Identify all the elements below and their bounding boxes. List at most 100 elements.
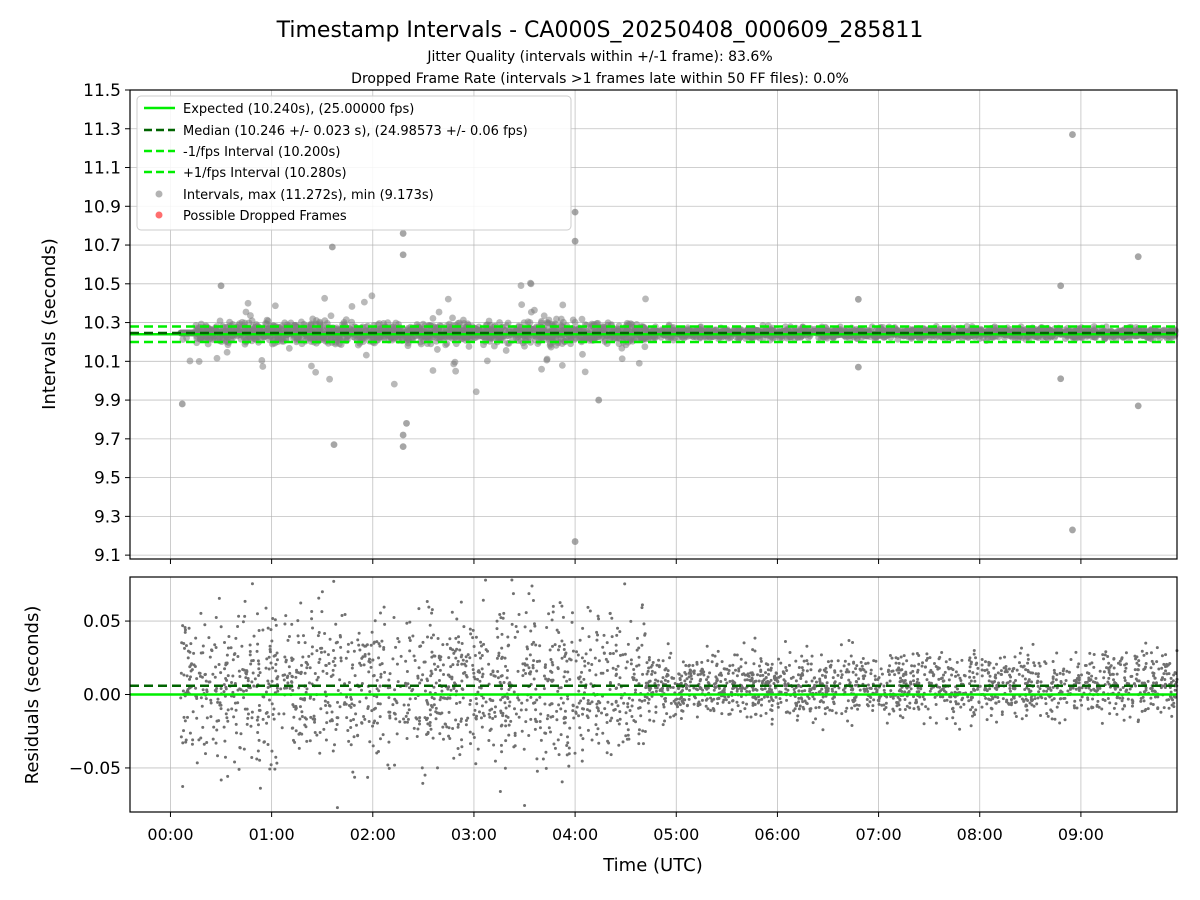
residual-point: [590, 738, 594, 742]
interval-point: [327, 312, 335, 320]
residual-point: [898, 676, 902, 680]
residual-point: [742, 641, 746, 645]
residual-point: [814, 717, 818, 721]
intervals-plot-frame: [129, 89, 1178, 560]
residual-point: [504, 706, 508, 710]
residual-point: [547, 726, 551, 730]
residual-point: [340, 613, 344, 617]
residual-point: [1163, 665, 1167, 669]
residual-point: [270, 702, 274, 706]
residual-point: [1044, 702, 1048, 706]
residual-point: [226, 646, 230, 650]
residual-point: [1088, 662, 1092, 666]
residual-point: [723, 678, 727, 682]
interval-point: [223, 348, 231, 356]
residual-point: [407, 703, 411, 707]
residual-point: [850, 723, 854, 727]
residual-point: [475, 702, 479, 706]
residual-point: [929, 687, 933, 691]
interval-point: [433, 346, 441, 353]
residual-point: [479, 716, 483, 720]
residual-point: [875, 688, 879, 692]
residual-point: [704, 704, 708, 708]
residual-point: [647, 656, 651, 660]
residual-point: [653, 671, 657, 675]
residual-point: [408, 620, 412, 624]
residual-point: [785, 668, 789, 672]
intervals-y-tick-label: 9.9: [94, 391, 121, 411]
interval-point: [226, 318, 234, 326]
residual-point: [882, 688, 886, 692]
interval-point: [517, 282, 525, 289]
residual-point: [475, 677, 479, 681]
interval-point: [490, 342, 498, 350]
residual-point: [539, 738, 543, 742]
residual-point: [252, 684, 256, 688]
residual-point: [575, 650, 579, 654]
residual-point: [908, 706, 912, 710]
residual-point: [381, 733, 385, 737]
residual-point: [847, 678, 851, 682]
residual-point: [890, 669, 894, 673]
interval-outlier-point: [1134, 253, 1142, 261]
interval-point: [271, 302, 279, 310]
residual-point: [1135, 661, 1139, 665]
residual-point: [1012, 681, 1016, 685]
residual-point: [719, 680, 723, 684]
interval-point: [1051, 333, 1059, 341]
residual-point: [268, 698, 272, 702]
residual-point: [934, 703, 938, 707]
residual-point: [776, 705, 780, 709]
residual-point: [205, 716, 209, 720]
interval-point: [186, 357, 194, 365]
residual-point: [349, 743, 353, 747]
interval-point: [527, 308, 535, 316]
residual-point: [512, 690, 516, 694]
residual-point: [300, 663, 304, 667]
residual-point: [854, 673, 858, 677]
interval-point: [196, 335, 204, 343]
residual-point: [898, 708, 902, 712]
residual-point: [683, 698, 687, 702]
interval-outlier-point: [595, 396, 603, 404]
residual-point: [214, 741, 218, 745]
interval-point: [444, 295, 452, 303]
residual-point: [928, 656, 932, 660]
residual-point: [1014, 715, 1018, 719]
residual-point: [1004, 668, 1008, 672]
residual-point: [535, 769, 539, 773]
residual-point: [580, 759, 584, 763]
residual-point: [1038, 664, 1042, 668]
residual-point: [429, 727, 433, 731]
residual-point: [226, 774, 230, 778]
residual-point: [582, 696, 586, 700]
residual-point: [502, 611, 506, 615]
interval-point: [348, 303, 356, 310]
residual-point: [275, 658, 279, 662]
residual-point: [322, 727, 326, 731]
residual-point: [179, 696, 183, 700]
residual-point: [331, 668, 335, 672]
residual-point: [903, 690, 907, 694]
residual-point: [472, 671, 476, 675]
residual-point: [1090, 674, 1094, 678]
residual-point: [421, 781, 425, 785]
residual-point: [223, 739, 227, 743]
residual-point: [1106, 654, 1110, 658]
residual-point: [902, 654, 906, 658]
residual-point: [666, 669, 670, 673]
residual-point: [733, 653, 737, 657]
residual-point: [688, 688, 692, 692]
interval-point: [669, 336, 677, 344]
residual-point: [864, 687, 868, 691]
interval-outlier-point: [1069, 526, 1076, 534]
residual-point: [751, 648, 755, 652]
residual-point: [728, 679, 732, 683]
residual-point: [1053, 671, 1057, 675]
residual-point: [623, 582, 627, 586]
residual-point: [692, 702, 696, 706]
residual-point: [1068, 687, 1072, 691]
residual-point: [294, 729, 298, 733]
residual-point: [284, 614, 288, 618]
residual-point: [901, 716, 905, 720]
